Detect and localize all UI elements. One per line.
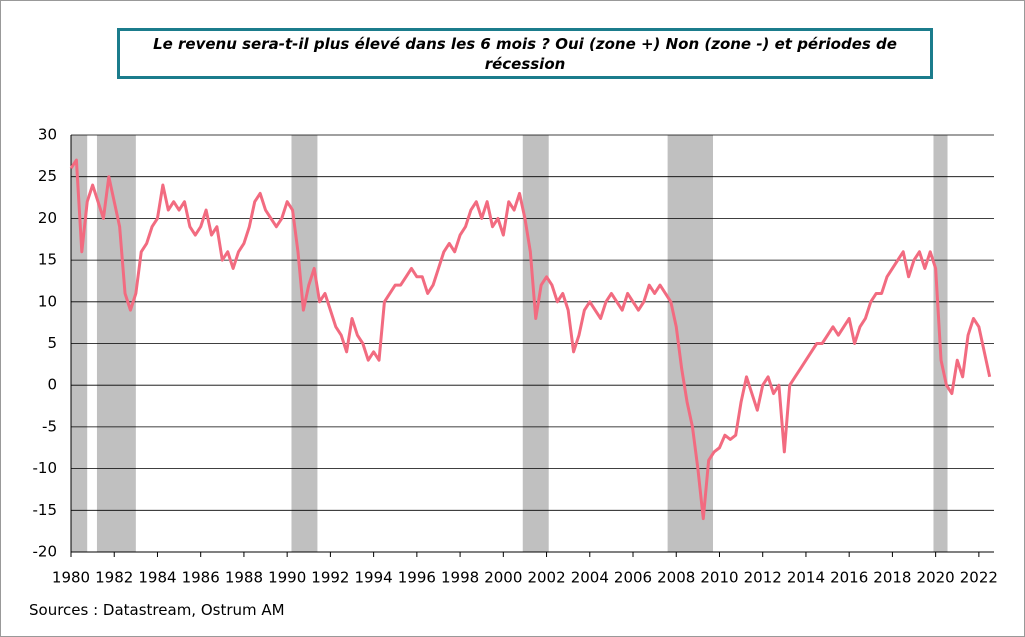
x-tick-label: 1980 <box>52 569 90 587</box>
y-tick-label: -20 <box>33 543 58 561</box>
data-line <box>69 158 992 521</box>
x-tick-label: 2002 <box>527 569 565 587</box>
source-note: Sources : Datastream, Ostrum AM <box>29 601 285 619</box>
x-tick-label: 2022 <box>960 569 998 587</box>
y-tick-label: -10 <box>33 459 58 477</box>
x-tick-label: 2000 <box>484 569 522 587</box>
y-tick-label: 10 <box>38 292 57 310</box>
x-tick-label: 2004 <box>571 569 609 587</box>
x-tick-label: 1986 <box>182 569 220 587</box>
y-tick-label: -15 <box>33 501 58 519</box>
x-tick-label: 1998 <box>441 569 479 587</box>
x-tick-label: 2010 <box>700 569 738 587</box>
y-tick-label: 25 <box>38 167 57 185</box>
x-tick-label: 1990 <box>268 569 306 587</box>
x-tick-label: 1982 <box>95 569 133 587</box>
y-tick-label: 15 <box>38 251 57 269</box>
x-tick-label: 1994 <box>355 569 393 587</box>
y-tick-label: 5 <box>47 334 57 352</box>
x-tick-label: 2012 <box>744 569 782 587</box>
x-tick-label: 2014 <box>787 569 825 587</box>
y-tick-label: -5 <box>42 417 57 435</box>
x-tick-label: 2020 <box>917 569 955 587</box>
x-tick-label: 1996 <box>398 569 436 587</box>
x-tick-label: 1988 <box>225 569 263 587</box>
x-tick-label: 1992 <box>311 569 349 587</box>
y-tick-label: 30 <box>38 126 57 144</box>
y-tick-label: 20 <box>38 209 57 227</box>
x-tick-label: 2008 <box>657 569 695 587</box>
x-tick-label: 2018 <box>873 569 911 587</box>
x-tick-label: 2006 <box>614 569 652 587</box>
chart-title: Le revenu sera-t-il plus élevé dans les … <box>117 28 933 79</box>
x-tick-label: 2016 <box>830 569 868 587</box>
x-tick-label: 1984 <box>138 569 176 587</box>
y-tick-label: 0 <box>47 376 57 394</box>
